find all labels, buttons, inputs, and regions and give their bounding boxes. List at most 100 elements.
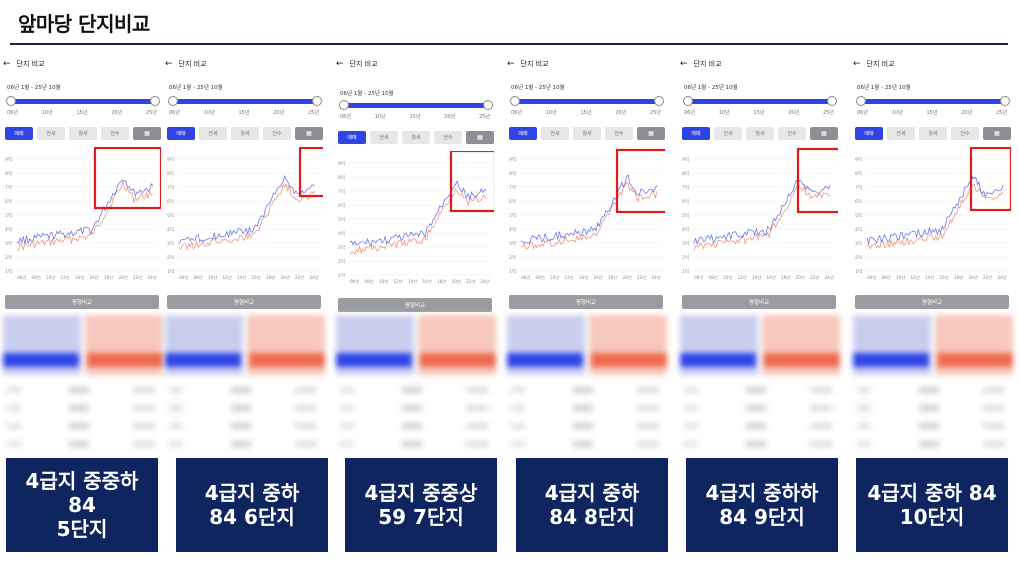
tab-deal-type[interactable]: 매매 [682, 127, 710, 140]
grid-icon[interactable]: ▦ [810, 127, 838, 140]
tab-deal-type[interactable]: 전수 [951, 127, 979, 140]
y-tick-label: 7억 [5, 184, 12, 191]
tab-deal-type[interactable]: 매매 [5, 127, 33, 140]
grid-icon[interactable]: ▦ [983, 127, 1011, 140]
tab-deal-type[interactable]: 월세 [746, 127, 774, 140]
tab-deal-type[interactable]: 매매 [338, 131, 366, 144]
tab-deal-type[interactable]: 월세 [919, 127, 947, 140]
x-tick-label: 18년 [437, 278, 446, 284]
slider-end-handle[interactable] [654, 96, 664, 106]
tab-deal-type[interactable]: 전세 [887, 127, 915, 140]
arrow-left-icon[interactable]: ← [680, 59, 688, 69]
y-tick-label: 9억 [5, 156, 12, 163]
period-slider[interactable] [168, 96, 322, 106]
period-slider[interactable] [683, 96, 837, 106]
x-tick-label: 12년 [394, 278, 403, 284]
slider-start-handle[interactable] [6, 96, 16, 106]
tab-deal-type[interactable]: 매매 [509, 127, 537, 140]
arrow-left-icon[interactable]: ← [507, 59, 515, 69]
period-slider[interactable] [6, 96, 160, 106]
obscured-detail-area [853, 315, 1013, 455]
compare-sizes-button[interactable]: 평형비교 [338, 298, 492, 312]
x-tick-label: 20년 [623, 274, 632, 280]
slider-start-handle[interactable] [339, 100, 349, 110]
tab-deal-type[interactable]: 전세 [541, 127, 569, 140]
arrow-left-icon[interactable]: ← [3, 59, 11, 69]
complex-label-box: 4급지 중중하 84 5단지 [6, 458, 158, 552]
tab-deal-type[interactable]: 월세 [402, 131, 430, 144]
complex-label-text: 4급지 중하 84 10단지 [867, 481, 996, 529]
tab-deal-type[interactable]: 전세 [370, 131, 398, 144]
period-range-text: 06년 1월 - 25년 10월 [7, 85, 61, 91]
highlight-box [969, 147, 1011, 212]
complex-label-line: 4급지 중하 84 [867, 481, 997, 505]
slider-end-handle[interactable] [483, 100, 493, 110]
x-tick-label: 24년 [310, 274, 319, 280]
obscured-row-mid [231, 387, 251, 393]
period-range-text: 06년 1월 - 25년 10월 [340, 91, 394, 97]
obscured-bar-blue [336, 353, 412, 367]
y-tick-label: 4억 [338, 230, 345, 237]
tab-deal-type[interactable]: 전수 [263, 127, 291, 140]
obscured-row-mid [573, 441, 593, 447]
complex-label-box: 4급지 중중상 59 7단지 [345, 458, 497, 552]
tab-deal-type[interactable]: 매매 [167, 127, 195, 140]
tab-deal-type[interactable]: 월세 [69, 127, 97, 140]
tab-deal-type[interactable]: 전수 [434, 131, 462, 144]
slider-end-handle[interactable] [1000, 96, 1010, 106]
compare-sizes-button[interactable]: 평형비교 [167, 295, 321, 309]
y-tick-label: 3억 [855, 240, 862, 247]
series-line-orange [178, 182, 316, 251]
comparison-panel: ← 단지 비교 06년 1월 - 25년 10월 06년 10년 15년 20년 25년 매매 전… [507, 55, 667, 455]
grid-icon[interactable]: ▦ [133, 127, 161, 140]
obscured-row-right [133, 423, 155, 429]
period-slider[interactable] [510, 96, 664, 106]
complex-label-text: 4급지 중중하 84 5단지 [26, 469, 139, 541]
tab-deal-type[interactable]: 월세 [573, 127, 601, 140]
obscured-row-left [684, 387, 698, 393]
tab-deal-type[interactable]: 전세 [714, 127, 742, 140]
arrow-left-icon[interactable]: ← [336, 59, 344, 69]
obscured-row-left [7, 387, 21, 393]
compare-sizes-button[interactable]: 평형비교 [682, 295, 836, 309]
x-tick-label: 24년 [148, 274, 157, 280]
x-tick-label: 16년 [252, 274, 261, 280]
slider-end-handle[interactable] [312, 96, 322, 106]
tab-deal-type[interactable]: 매매 [855, 127, 883, 140]
grid-icon[interactable]: ▦ [637, 127, 665, 140]
slider-end-handle[interactable] [827, 96, 837, 106]
slider-start-handle[interactable] [510, 96, 520, 106]
complex-label-line: 10단지 [899, 505, 965, 529]
tab-deal-type[interactable]: 전수 [778, 127, 806, 140]
panel-header-title: 단지 비교 [16, 60, 45, 68]
tab-deal-type[interactable]: 전세 [199, 127, 227, 140]
x-tick-label: 16년 [594, 274, 603, 280]
tab-deal-type[interactable]: 전수 [605, 127, 633, 140]
y-tick-label: 1억 [682, 268, 689, 275]
slider-start-handle[interactable] [683, 96, 693, 106]
slider-end-handle[interactable] [150, 96, 160, 106]
slider-start-handle[interactable] [168, 96, 178, 106]
compare-sizes-button[interactable]: 평형비교 [5, 295, 159, 309]
series-line-blue [693, 179, 831, 246]
panel-header-title: 단지 비교 [349, 60, 378, 68]
obscured-row-left [7, 423, 21, 429]
obscured-row-right [637, 423, 659, 429]
y-tick-label: 1억 [855, 268, 862, 275]
tab-deal-type[interactable]: 월세 [231, 127, 259, 140]
grid-icon[interactable]: ▦ [295, 127, 323, 140]
period-slider[interactable] [339, 100, 493, 110]
slider-start-handle[interactable] [856, 96, 866, 106]
obscured-row-left [169, 423, 183, 429]
arrow-left-icon[interactable]: ← [165, 59, 173, 69]
tab-deal-type[interactable]: 전세 [37, 127, 65, 140]
year-tick-label: 06년 [169, 110, 180, 116]
compare-sizes-button[interactable]: 평형비교 [855, 295, 1009, 309]
year-ticks: 06년 10년 15년 20년 25년 [340, 113, 490, 120]
arrow-left-icon[interactable]: ← [853, 59, 861, 69]
grid-icon[interactable]: ▦ [466, 131, 494, 144]
compare-sizes-button[interactable]: 평형비교 [509, 295, 663, 309]
period-slider[interactable] [856, 96, 1010, 106]
year-tick-label: 25년 [650, 110, 661, 116]
tab-deal-type[interactable]: 전수 [101, 127, 129, 140]
